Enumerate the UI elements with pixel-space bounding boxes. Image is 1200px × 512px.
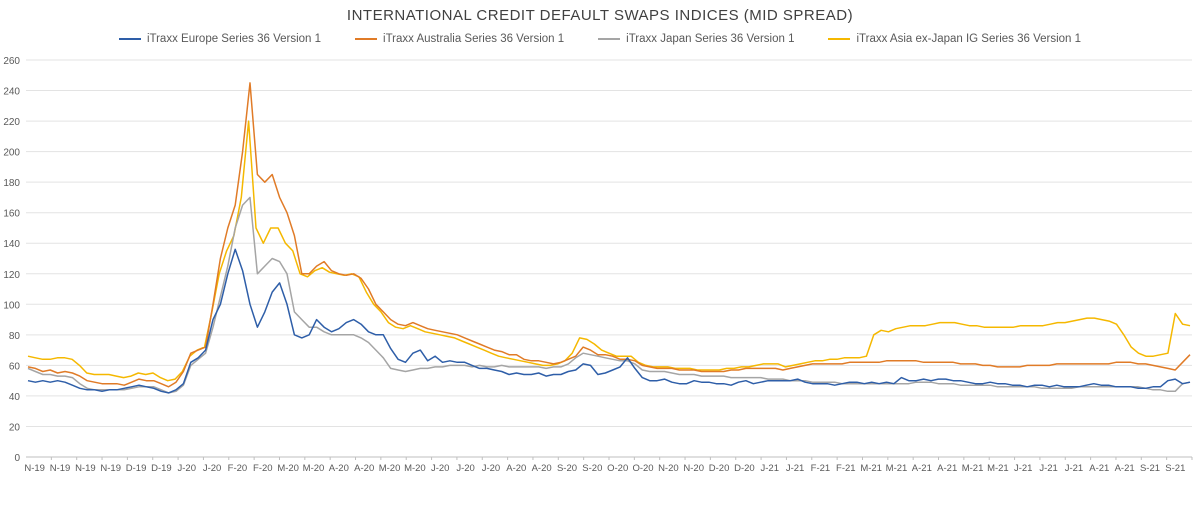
x-tick-label: J-21 (761, 463, 779, 474)
x-tick-label: F-21 (836, 463, 856, 474)
y-tick-label: 120 (3, 270, 20, 281)
x-tick-label: F-20 (253, 463, 273, 474)
legend-item: iTraxx Europe Series 36 Version 1 (118, 33, 322, 45)
x-tick-label: N-19 (24, 463, 45, 474)
x-tick-label: D-19 (126, 463, 147, 474)
x-tick-label: M-21 (962, 463, 984, 474)
legend-item: iTraxx Asia ex-Japan IG Series 36 Versio… (828, 33, 1081, 45)
chart-title: INTERNATIONAL CREDIT DEFAULT SWAPS INDIC… (346, 7, 854, 24)
series-line (27, 196, 1191, 394)
x-tick-label: A-21 (912, 463, 932, 474)
x-tick-label: J-20 (178, 463, 196, 474)
y-tick-label: 200 (3, 148, 20, 159)
x-tick-label: O-20 (632, 463, 653, 474)
x-tick-label: J-20 (482, 463, 500, 474)
x-tick-label: M-21 (860, 463, 882, 474)
x-tick-label: S-20 (582, 463, 602, 474)
y-tick-label: 80 (9, 331, 21, 342)
y-tick-label: 160 (3, 209, 20, 220)
x-tick-label: N-20 (658, 463, 679, 474)
x-tick-label: O-20 (607, 463, 628, 474)
x-tick-label: A-21 (1089, 463, 1109, 474)
x-tick-label: N-19 (100, 463, 121, 474)
legend-label: iTraxx Japan Series 36 Version 1 (626, 33, 795, 45)
x-tick-label: M-20 (379, 463, 401, 474)
legend-swatch (118, 38, 141, 40)
y-tick-label: 0 (14, 453, 20, 464)
legend-swatch (828, 38, 851, 40)
x-tick-label: J-21 (1065, 463, 1083, 474)
y-tick-label: 220 (3, 117, 20, 128)
chart-legend: iTraxx Europe Series 36 Version 1 iTraxx … (0, 33, 1200, 45)
legend-label: iTraxx Europe Series 36 Version 1 (146, 33, 322, 45)
x-tick-label: S-20 (557, 463, 577, 474)
legend-swatch (598, 38, 621, 40)
x-tick-label: J-20 (203, 463, 221, 474)
y-tick-label: 20 (9, 422, 21, 433)
x-tick-label: J-21 (1039, 463, 1057, 474)
x-tick-label: A-20 (354, 463, 374, 474)
y-tick-label: 180 (3, 178, 20, 189)
x-tick-label: N-20 (683, 463, 704, 474)
legend-label: iTraxx Australia Series 36 Version 1 (383, 33, 565, 45)
y-tick-label: 40 (9, 392, 21, 403)
x-tick-label: A-21 (937, 463, 957, 474)
x-tick-label: A-20 (329, 463, 349, 474)
x-tick-label: D-20 (709, 463, 730, 474)
series-line (27, 248, 1191, 394)
x-tick-label: J-20 (431, 463, 449, 474)
y-tick-label: 260 (3, 56, 20, 67)
y-tick-label: 60 (9, 361, 21, 372)
x-tick-label: F-21 (811, 463, 831, 474)
x-tick-label: S-21 (1140, 463, 1160, 474)
x-tick-label: A-21 (1115, 463, 1135, 474)
x-tick-label: J-21 (786, 463, 804, 474)
x-tick-label: M-21 (987, 463, 1009, 474)
y-tick-label: 240 (3, 87, 20, 98)
y-tick-label: 100 (3, 300, 20, 311)
legend-label: iTraxx Asia ex-Japan IG Series 36 Versio… (856, 33, 1082, 45)
x-tick-label: J-20 (456, 463, 474, 474)
series-line (27, 82, 1191, 388)
x-tick-label: M-20 (404, 463, 426, 474)
x-tick-label: A-20 (532, 463, 552, 474)
x-tick-label: N-19 (75, 463, 96, 474)
series-line (27, 120, 1191, 382)
legend-item: iTraxx Australia Series 36 Version 1 (355, 33, 564, 45)
x-tick-label: N-19 (50, 463, 71, 474)
x-tick-label: A-20 (506, 463, 526, 474)
x-tick-label: D-19 (151, 463, 172, 474)
x-tick-label: M-20 (277, 463, 299, 474)
y-tick-label: 140 (3, 239, 20, 250)
x-tick-label: M-21 (886, 463, 908, 474)
legend-swatch (355, 38, 378, 40)
legend-item: iTraxx Japan Series 36 Version 1 (598, 33, 794, 45)
x-tick-label: D-20 (734, 463, 755, 474)
x-tick-label: F-20 (228, 463, 248, 474)
x-tick-label: M-20 (303, 463, 325, 474)
x-tick-label: S-21 (1165, 463, 1185, 474)
x-tick-label: J-21 (1014, 463, 1032, 474)
